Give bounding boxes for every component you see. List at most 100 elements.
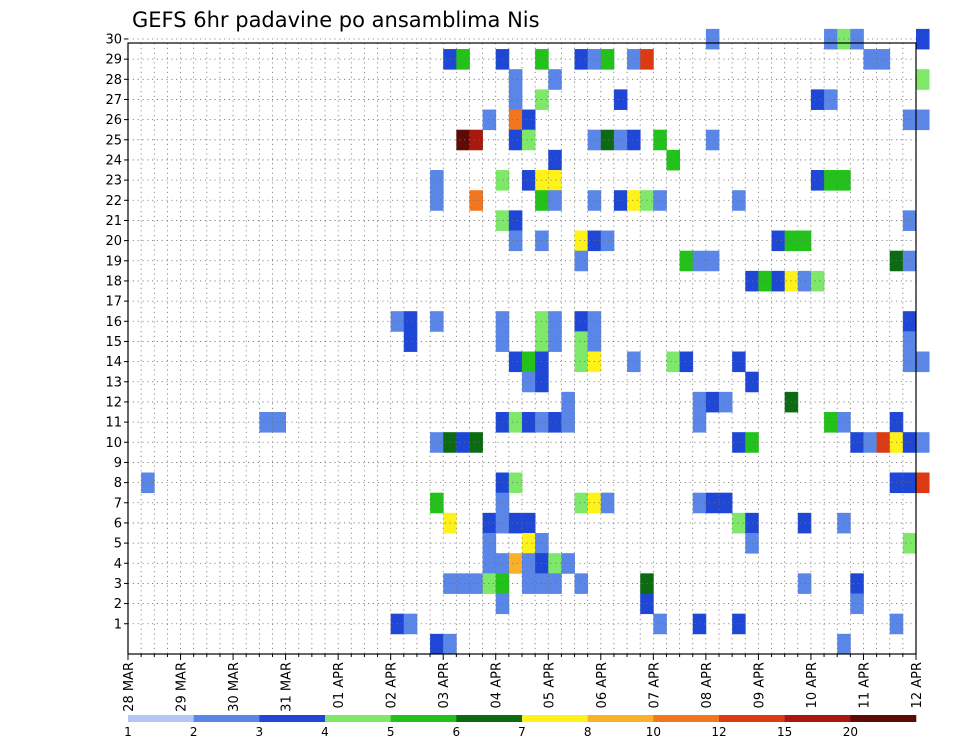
heatmap-cell	[574, 492, 589, 514]
colorbar-label: 8	[584, 725, 592, 739]
x-tick-label: 29 MAR	[175, 662, 190, 712]
colorbar-swatch	[587, 715, 654, 722]
heatmap-cell	[916, 28, 930, 50]
y-tick-label: 16	[105, 315, 122, 330]
heatmap-cell	[482, 512, 497, 534]
x-tick-label: 31 MAR	[280, 662, 295, 712]
heatmap-cell	[837, 633, 851, 655]
heatmap-cell	[482, 573, 497, 594]
heatmap-cell	[574, 49, 589, 70]
heatmap-cell	[824, 89, 838, 110]
heatmap-cell	[719, 492, 733, 514]
heatmap-cell	[272, 412, 286, 433]
heatmap-cell	[574, 311, 589, 332]
colorbar-label: 5	[387, 725, 395, 739]
heatmap-cell	[574, 331, 589, 352]
x-tick-label: 01 APR	[332, 662, 347, 708]
heatmap-cell	[508, 89, 523, 110]
colorbar-swatch	[128, 715, 194, 722]
colorbar-label: 12	[711, 725, 726, 739]
heatmap-cell	[810, 89, 825, 110]
heatmap-cell	[732, 613, 746, 635]
heatmap-cell	[469, 190, 483, 211]
y-tick-label: 1	[114, 617, 122, 632]
heatmap-cell	[456, 432, 470, 453]
heatmap-cell	[403, 311, 418, 332]
y-tick-label: 27	[105, 93, 122, 108]
heatmap-cell	[508, 230, 523, 252]
y-tick-label: 20	[105, 234, 122, 249]
y-tick-label: 25	[105, 133, 122, 148]
x-tick-label: 30 MAR	[227, 662, 242, 712]
heatmap-cell	[863, 49, 877, 70]
heatmap-cell	[508, 472, 523, 494]
heatmap-cell	[771, 270, 786, 292]
heatmap-cell	[522, 533, 536, 554]
colorbar: 1 2 3 4 5 6 7 8 10 12 15 20	[124, 715, 917, 739]
heatmap-cell	[613, 129, 628, 151]
heatmap-cell	[561, 412, 575, 433]
heatmap-cell	[548, 331, 562, 352]
heatmap-cell	[548, 149, 562, 171]
colorbar-swatch	[719, 715, 785, 722]
heatmap-cell	[469, 432, 483, 453]
heatmap-cell	[824, 28, 838, 50]
y-tick-label: 19	[105, 254, 122, 269]
heatmap-cell	[902, 250, 917, 272]
heatmap-cell	[403, 331, 418, 352]
heatmap-cell	[771, 230, 786, 252]
heatmap-cell	[548, 190, 562, 211]
heatmap-cell	[613, 190, 628, 211]
heatmap-cell	[482, 533, 497, 554]
heatmap-cell	[916, 109, 930, 131]
heatmap-cell	[824, 412, 838, 433]
y-axis-ticks: 1234567891011121314151617181920212223242…	[105, 32, 128, 632]
heatmap-cell	[574, 573, 589, 594]
x-tick-label: 06 APR	[595, 662, 610, 708]
y-tick-label: 26	[105, 113, 122, 128]
colorbar-swatch	[784, 715, 851, 722]
colorbar-label: 1	[124, 725, 132, 739]
heatmap-cell	[522, 512, 536, 534]
x-tick-label: 04 APR	[490, 662, 505, 708]
x-tick-label: 09 APR	[752, 662, 767, 708]
heatmap-cell	[810, 270, 825, 292]
heatmap-cell	[456, 129, 470, 151]
heatmap-cell	[902, 533, 917, 554]
heatmap-cell	[732, 512, 746, 534]
y-tick-label: 2	[114, 597, 122, 612]
heatmap-cell	[430, 311, 444, 332]
y-tick-label: 5	[114, 537, 122, 552]
heatmap-cell	[902, 351, 917, 373]
heatmap-cell	[403, 613, 418, 635]
heatmap-cell	[522, 412, 536, 433]
heatmap-cell	[627, 49, 641, 70]
y-tick-label: 17	[105, 295, 122, 310]
heatmap-cell	[548, 412, 562, 433]
heatmap-cell	[600, 492, 615, 514]
heatmap-cell	[548, 170, 562, 191]
heatmap-cell	[482, 553, 497, 574]
heatmap-cell	[653, 190, 667, 211]
colorbar-label: 4	[321, 725, 329, 739]
heatmap-cell	[508, 351, 523, 373]
x-tick-label: 03 APR	[437, 662, 452, 708]
heatmap-cell	[548, 69, 562, 90]
heatmap-cell	[430, 633, 444, 655]
heatmap-cell	[482, 109, 497, 131]
heatmap-cell	[797, 512, 812, 534]
heatmap-cell	[916, 432, 930, 453]
grid-lines	[128, 38, 916, 654]
heatmap-cell	[508, 109, 523, 131]
heatmap-cell	[456, 49, 470, 70]
heatmap-cell	[508, 210, 523, 231]
heatmap-cell	[653, 613, 667, 635]
heatmap-cell	[876, 49, 891, 70]
heatmap-cell	[758, 270, 772, 292]
heatmap-cell	[850, 28, 864, 50]
x-tick-label: 10 APR	[805, 662, 820, 708]
x-tick-label: 02 APR	[385, 662, 400, 708]
heatmap-cell	[916, 351, 930, 373]
x-tick-label: 28 MAR	[122, 662, 137, 712]
